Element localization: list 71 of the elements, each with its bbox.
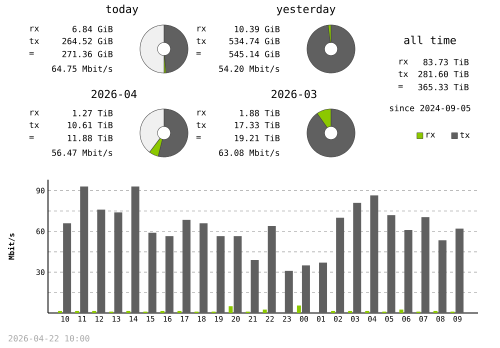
bar [370,195,378,313]
bar [131,186,140,313]
chart-title: today [106,4,138,16]
bar [399,310,404,313]
text: 545.14 GiB [229,50,280,58]
text: 365.33 TiB [418,84,469,90]
text: since 2024-09-05 [390,104,470,112]
bar [319,262,328,313]
text: = [196,136,201,138]
text: 10.39 GiB [234,26,280,32]
bar [456,228,464,313]
bar [200,223,208,313]
bar [421,217,430,313]
text: rx [30,110,39,116]
legend-label: tx [460,132,470,138]
bar [404,230,412,313]
text: 6.84 GiB [72,26,113,32]
text: 54.20 Mbit/s [219,65,280,73]
text: rx [400,60,408,64]
text: 264.52 GiB [62,38,113,44]
bar [63,223,72,313]
text: rx [198,26,206,32]
text: 10.61 TiB [68,122,113,128]
bar [302,265,310,313]
chart-title: 2026-04 [92,90,137,98]
bar [336,218,344,313]
text: tx [196,122,206,128]
bar [114,212,122,313]
bar [216,236,225,313]
bar [228,306,233,313]
text: rx [198,110,206,116]
text: all time [404,36,456,44]
bar [182,220,191,313]
text: = [29,52,34,54]
text: 534.74 GiB [229,38,280,44]
text: tx [398,71,408,77]
bar [284,270,293,313]
text: tx [196,38,206,44]
text: 2026-04-22 10:00 [8,335,90,342]
text: 281.60 TiB [418,70,469,78]
text: rx [30,26,39,32]
legend-label: rx [426,132,436,138]
bar [296,306,301,313]
text: 1.88 TiB [240,110,280,116]
chart-title: 2026-03 [272,90,316,98]
text: 19.21 TiB [234,134,280,142]
text: tx [30,38,39,44]
bar [262,310,267,313]
bar [80,186,88,313]
text: 56.47 Mbit/s [52,149,112,157]
bar [353,202,362,313]
text: tx [30,122,39,128]
text: = [29,136,34,138]
text: = [196,52,201,54]
text: 64.75 Mbit/s [52,65,112,73]
text: 271.36 GiB [62,50,113,58]
bar [148,232,156,313]
bar [234,236,242,313]
text: 1.27 TiB [73,110,113,116]
bar [438,240,446,313]
bar [97,210,106,313]
text: 17.33 TiB [234,122,280,128]
text: 63.08 Mbit/s [219,149,280,157]
bar [165,236,174,313]
text: 83.73 TiB [423,58,469,66]
bar [250,260,259,313]
chart-title: yesterday [276,4,336,16]
bar [387,215,396,313]
text: = [398,85,403,88]
bar [268,226,276,313]
text: 11.88 TiB [68,134,113,142]
